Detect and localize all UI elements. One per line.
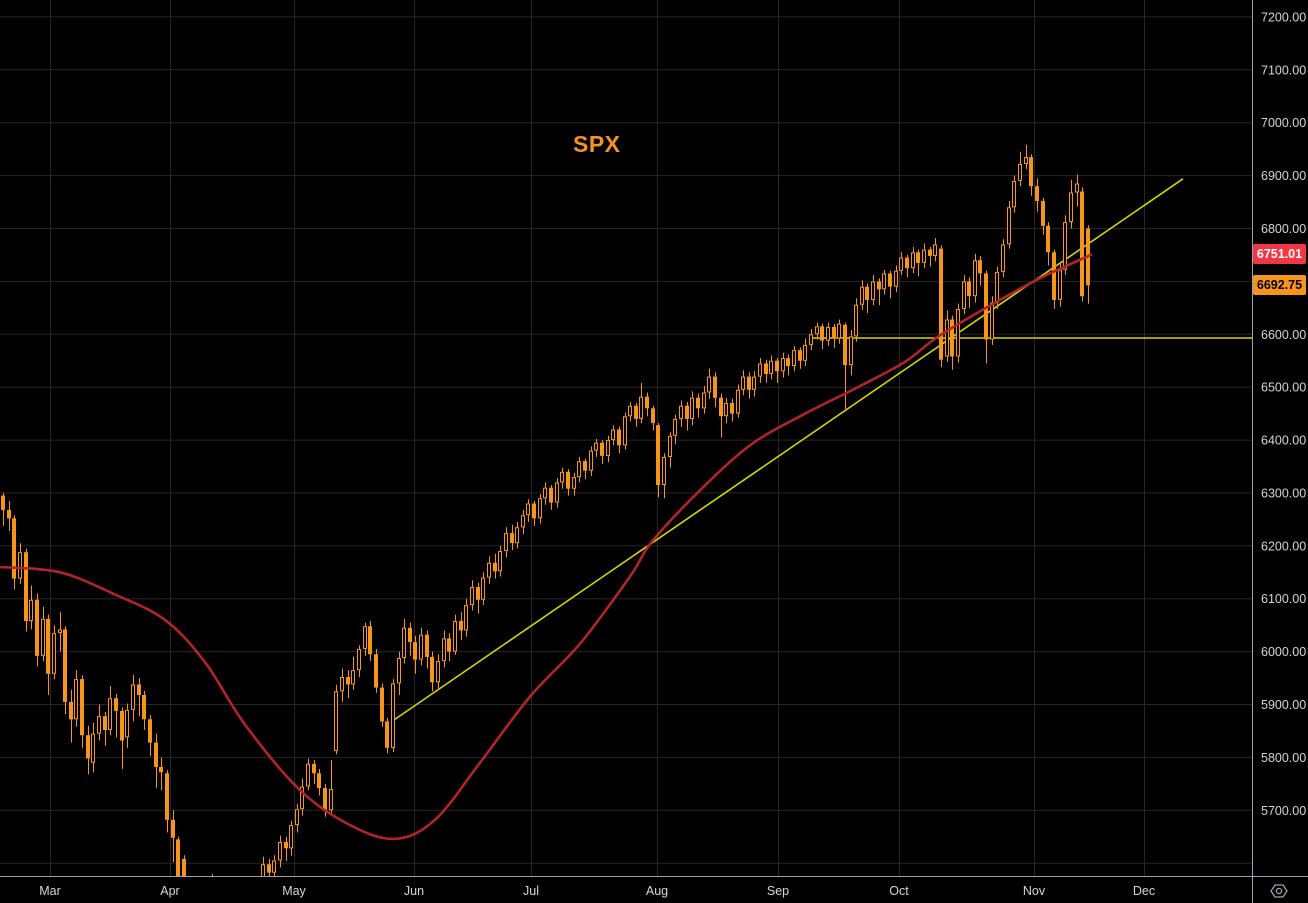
- svg-text:Nov: Nov: [1023, 884, 1046, 898]
- svg-text:5700.00: 5700.00: [1261, 804, 1306, 818]
- ma-price-label: 6751.01: [1253, 244, 1306, 264]
- svg-text:Jul: Jul: [523, 884, 539, 898]
- svg-text:Dec: Dec: [1133, 884, 1155, 898]
- svg-text:6200.00: 6200.00: [1261, 539, 1306, 553]
- svg-text:6100.00: 6100.00: [1261, 592, 1306, 606]
- moving-average-line[interactable]: [0, 253, 1093, 841]
- svg-text:5800.00: 5800.00: [1261, 751, 1306, 765]
- grid: [0, 0, 1252, 876]
- svg-text:6300.00: 6300.00: [1261, 486, 1306, 500]
- axis-settings-icon[interactable]: [1267, 882, 1291, 900]
- svg-text:Sep: Sep: [767, 884, 789, 898]
- svg-text:7000.00: 7000.00: [1261, 116, 1306, 130]
- svg-text:Oct: Oct: [889, 884, 909, 898]
- svg-text:6000.00: 6000.00: [1261, 645, 1306, 659]
- svg-text:6600.00: 6600.00: [1261, 328, 1306, 342]
- svg-text:Mar: Mar: [39, 884, 61, 898]
- drawings[interactable]: [390, 178, 1252, 723]
- price-axis[interactable]: 7200.00 7100.00 7000.00 6900.00 6800.00 6600.…: [1261, 10, 1306, 817]
- hexagon-circle-icon: [1270, 884, 1288, 898]
- last-price-label: 6692.75: [1253, 275, 1306, 295]
- symbol-watermark: SPX: [573, 131, 621, 157]
- time-axis[interactable]: Mar Apr May Jun Jul Aug Sep Oct Nov Dec: [39, 884, 1155, 898]
- svg-text:5900.00: 5900.00: [1261, 698, 1306, 712]
- svg-text:7200.00: 7200.00: [1261, 10, 1306, 24]
- svg-text:Jun: Jun: [404, 884, 424, 898]
- svg-text:6500.00: 6500.00: [1261, 381, 1306, 395]
- svg-text:Aug: Aug: [646, 884, 668, 898]
- svg-text:6900.00: 6900.00: [1261, 169, 1306, 183]
- svg-text:6400.00: 6400.00: [1261, 434, 1306, 448]
- svg-text:May: May: [282, 884, 306, 898]
- svg-text:Apr: Apr: [160, 884, 179, 898]
- svg-text:7100.00: 7100.00: [1261, 63, 1306, 77]
- svg-text:6800.00: 6800.00: [1261, 222, 1306, 236]
- candles: [1, 144, 1090, 876]
